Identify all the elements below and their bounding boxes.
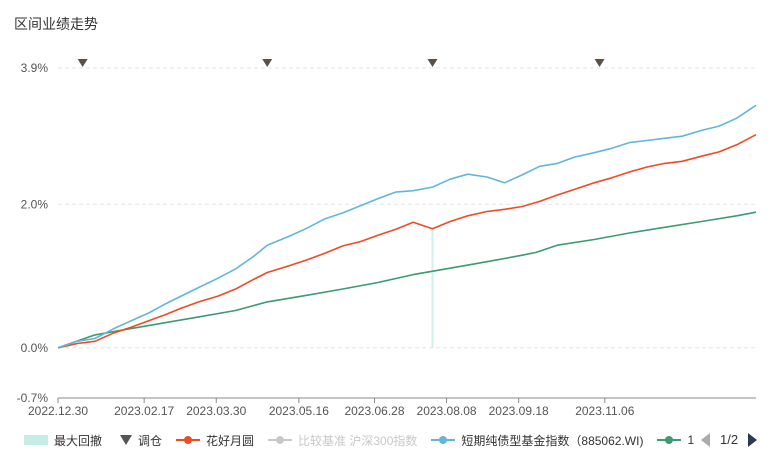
legend-item-rebalance[interactable]: 调仓 (116, 432, 162, 449)
legend-label-extra: 1 (687, 433, 695, 447)
triangle-down-icon (120, 435, 133, 445)
legend-label-fund: 花好月圆 (206, 433, 255, 448)
series-layer (57, 104, 757, 349)
legend-item-benchmark[interactable]: 比较基准 沪深300指数 (268, 432, 417, 449)
y-tick-label: 2.0% (21, 197, 49, 211)
legend-item-drawdown[interactable]: 最大回撤 (24, 432, 102, 449)
page-indicator: 1/2 (720, 432, 739, 447)
legend-label-drawdown: 最大回撤 (54, 433, 103, 448)
next-page-icon[interactable] (748, 432, 758, 447)
x-tick-label: 2023.03.30 (186, 404, 246, 418)
legend-label-benchmark: 比较基准 沪深300指数 (298, 433, 418, 448)
drawdown-swatch (24, 435, 48, 445)
performance-chart: 3.9% 2.0% 0.0% -0.7%2022.12.30 2023.02.17 202… (17, 59, 757, 418)
x-tick-label: 2023.09.18 (489, 404, 549, 418)
x-tick-label: 2023.05.16 (269, 404, 329, 418)
x-tick-label: 2023.11.06 (575, 404, 634, 418)
legend-label-index: 短期纯债型基金指数（885062.WI) (461, 433, 644, 448)
legend-item-index[interactable]: 短期纯债型基金指数（885062.WI) (431, 432, 643, 449)
rebalance-marker (594, 59, 605, 67)
rebalance-marker (427, 59, 438, 67)
y-tick-label: 3.9% (21, 61, 49, 75)
x-tick-label: 2023.08.08 (417, 404, 477, 418)
x-tick-label: 2023.06.28 (344, 404, 404, 418)
fund-line-swatch (176, 435, 201, 445)
rebalance-marker (262, 59, 273, 67)
extra-line-swatch (657, 435, 682, 445)
drawdown-layer (431, 228, 434, 348)
legend-label-rebalance: 调仓 (138, 433, 163, 448)
rebalance-marker (77, 59, 88, 67)
max-drawdown-area (431, 228, 434, 348)
y-tick-label: 0.0% (21, 341, 49, 355)
legend-pager: 1/2 (697, 432, 758, 447)
grid-layer (58, 67, 756, 399)
legend-item-extra[interactable]: 1 (657, 433, 694, 447)
x-tick-label: 2023.02.17 (114, 404, 174, 418)
y-tick-label: -0.7% (17, 391, 49, 405)
x-tick-label: 2022.12.30 (28, 404, 88, 418)
benchmark-line-swatch (268, 435, 293, 445)
axis-layer: 3.9% 2.0% 0.0% -0.7%2022.12.30 2023.02.17 202… (17, 61, 756, 418)
index-line-swatch (431, 435, 456, 445)
chart-legend: 最大回撤 调仓 花好月圆 比较基准 沪深300指数 短期纯债型基金指数（8850… (24, 432, 764, 448)
legend-item-fund[interactable]: 花好月圆 (176, 432, 254, 449)
series-line-extra (57, 211, 757, 349)
prev-page-icon[interactable] (701, 432, 710, 447)
series-line-fund (57, 133, 757, 349)
series-line-index (57, 104, 757, 349)
chart-title: 区间业绩走势 (14, 16, 98, 32)
rebalance-marker-layer (77, 59, 605, 67)
